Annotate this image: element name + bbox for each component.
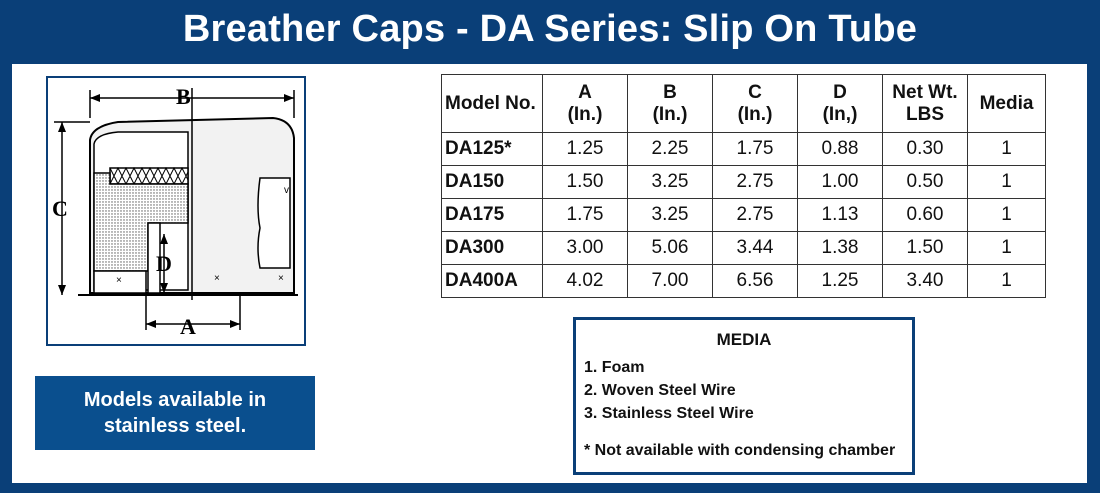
cell-media: 1: [967, 264, 1046, 298]
cell-d: 1.00: [797, 165, 883, 199]
cell-a: 1.75: [542, 198, 628, 232]
cell-a: 4.02: [542, 264, 628, 298]
cell-model: DA150: [441, 165, 543, 199]
label-a: A: [180, 314, 196, 339]
media-item: 2. Woven Steel Wire: [584, 382, 736, 399]
col-header-c: C (In.): [712, 74, 798, 133]
svg-text:v: v: [284, 185, 289, 196]
table-row: DA400A 4.02 7.00 6.56 1.25 3.40 1: [441, 264, 1046, 298]
cell-media: 1: [967, 165, 1046, 199]
cell-weight: 0.60: [882, 198, 968, 232]
cell-a: 1.25: [542, 132, 628, 166]
table-row: DA300 3.00 5.06 3.44 1.38 1.50 1: [441, 231, 1046, 265]
media-legend: MEDIA 1. Foam 2. Woven Steel Wire 3. Sta…: [573, 317, 915, 475]
col-header-d: D (In,): [797, 74, 883, 133]
dimension-drawing: × × × v B C D A: [52, 84, 298, 339]
cell-model: DA300: [441, 231, 543, 265]
cell-c: 1.75: [712, 132, 798, 166]
cell-b: 5.06: [627, 231, 713, 265]
media-item: 3. Stainless Steel Wire: [584, 405, 754, 422]
cell-b: 7.00: [627, 264, 713, 298]
table-row: DA125* 1.25 2.25 1.75 0.88 0.30 1: [441, 132, 1046, 166]
cell-weight: 3.40: [882, 264, 968, 298]
cell-a: 1.50: [542, 165, 628, 199]
cell-a: 3.00: [542, 231, 628, 265]
cell-c: 2.75: [712, 165, 798, 199]
svg-text:×: ×: [278, 273, 284, 284]
cell-d: 1.38: [797, 231, 883, 265]
media-item: 1. Foam: [584, 359, 645, 376]
cell-media: 1: [967, 231, 1046, 265]
cell-model: DA175: [441, 198, 543, 232]
label-d: D: [156, 251, 172, 276]
col-header-model: Model No.: [441, 74, 543, 133]
media-title: MEDIA: [716, 330, 772, 349]
cell-c: 6.56: [712, 264, 798, 298]
label-c: C: [52, 196, 68, 221]
col-header-a: A (In.): [542, 74, 628, 133]
media-note: * Not available with condensing chamber: [584, 442, 896, 459]
cell-media: 1: [967, 198, 1046, 232]
table-row: DA175 1.75 3.25 2.75 1.13 0.60 1: [441, 198, 1046, 232]
cell-weight: 0.50: [882, 165, 968, 199]
cell-weight: 1.50: [882, 231, 968, 265]
cell-model: DA400A: [441, 264, 543, 298]
stainless-line-1: Models available in: [83, 389, 267, 411]
svg-text:×: ×: [214, 273, 220, 284]
table-row: DA150 1.50 3.25 2.75 1.00 0.50 1: [441, 165, 1046, 199]
title-bar: Breather Caps - DA Series: Slip On Tube: [0, 0, 1100, 64]
col-header-media: Media: [967, 74, 1046, 133]
spec-table: Model No. A (In.) B (In.) C (In.) D (In,) Ne…: [441, 74, 1046, 298]
stainless-callout: Models available in stainless steel.: [35, 376, 315, 450]
breather-cap-diagram: × × × v B C D A: [46, 76, 306, 346]
label-b: B: [176, 84, 191, 109]
table-header-row: Model No. A (In.) B (In.) C (In.) D (In,) Ne…: [441, 74, 1046, 133]
cell-media: 1: [967, 132, 1046, 166]
cell-c: 2.75: [712, 198, 798, 232]
col-header-b: B (In.): [627, 74, 713, 133]
svg-text:×: ×: [116, 275, 122, 286]
cell-d: 1.25: [797, 264, 883, 298]
col-header-weight: Net Wt. LBS: [882, 74, 968, 133]
cell-d: 0.88: [797, 132, 883, 166]
cell-b: 2.25: [627, 132, 713, 166]
cell-d: 1.13: [797, 198, 883, 232]
cell-weight: 0.30: [882, 132, 968, 166]
media-list: 1. Foam 2. Woven Steel Wire 3. Stainless…: [584, 356, 912, 425]
page-title: Breather Caps - DA Series: Slip On Tube: [182, 7, 918, 50]
stainless-line-2: stainless steel.: [103, 415, 247, 437]
cell-b: 3.25: [627, 198, 713, 232]
cell-model: DA125*: [441, 132, 543, 166]
cell-c: 3.44: [712, 231, 798, 265]
cell-b: 3.25: [627, 165, 713, 199]
